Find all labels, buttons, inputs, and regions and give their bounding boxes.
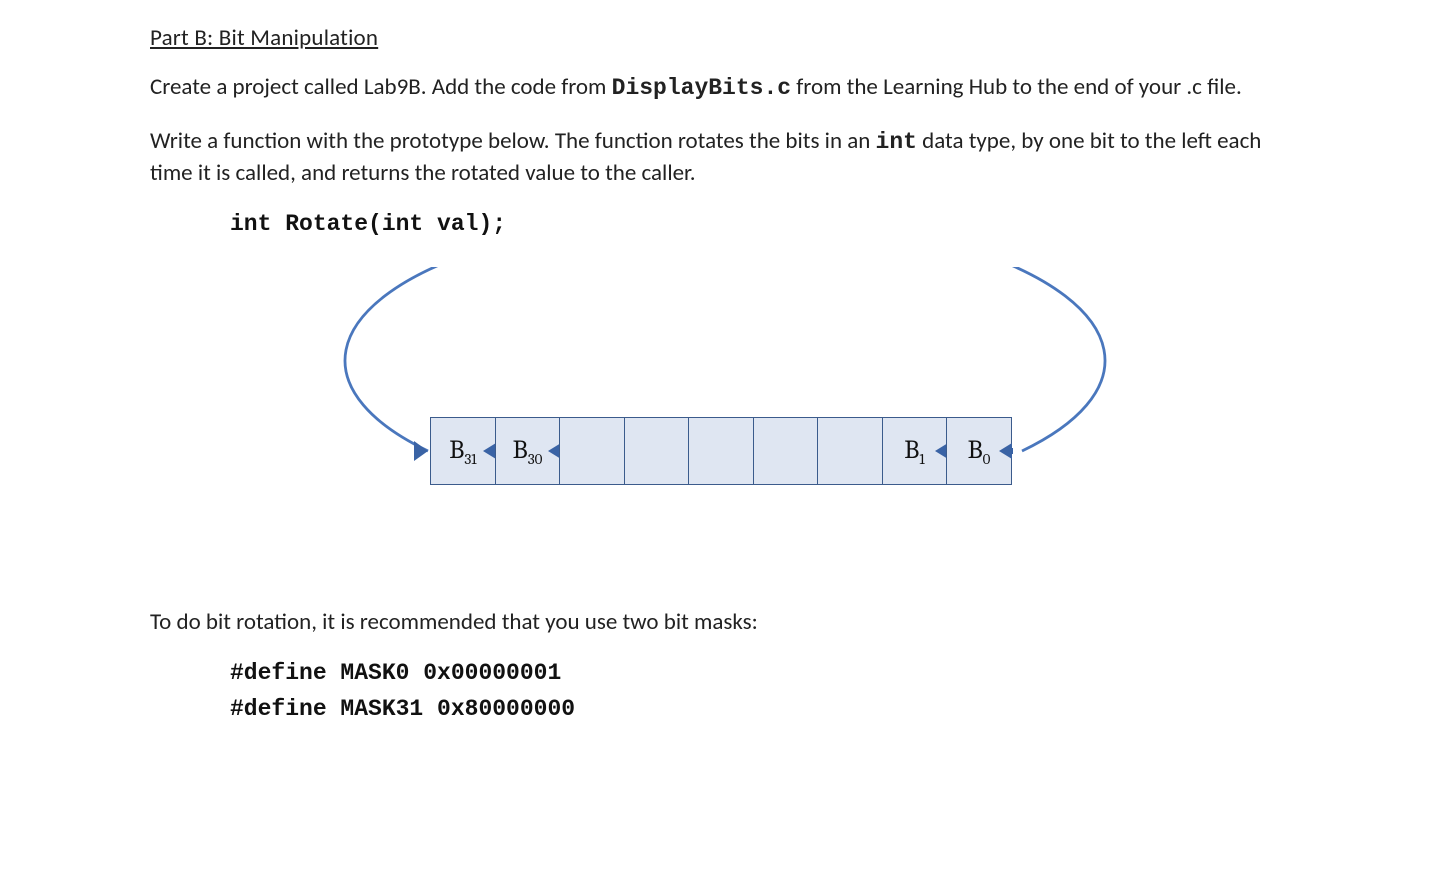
p2-text-a: Write a function with the prototype belo… <box>150 127 876 155</box>
p2-code-int: int <box>876 129 917 155</box>
document-page: Part B: Bit Manipulation Create a projec… <box>0 0 1440 722</box>
p1-text-a: Create a project called Lab9B. Add the c… <box>150 73 612 101</box>
p1-code-filename: DisplayBits.c <box>612 75 791 101</box>
left-arrow-icon <box>999 442 1013 460</box>
define-mask0: #define MASK0 0x00000001 <box>230 660 1290 686</box>
bit-label: B30 <box>513 435 543 468</box>
bit-label: B1 <box>904 435 925 468</box>
p1-text-b: from the Learning Hub to the end of your… <box>791 73 1242 101</box>
bit-cell-row: B31 B30 B1 B0 <box>430 417 1012 485</box>
function-prototype: int Rotate(int val); <box>230 211 1290 237</box>
section-heading: Part B: Bit Manipulation <box>150 24 1290 52</box>
paragraph-2: Write a function with the prototype belo… <box>150 126 1290 189</box>
bit-label: B0 <box>968 435 991 468</box>
bit-cell <box>753 417 819 485</box>
define-mask31: #define MASK31 0x80000000 <box>230 696 1290 722</box>
bit-cell: B30 <box>495 417 561 485</box>
bit-cell: B1 <box>882 417 948 485</box>
bit-label: B31 <box>449 435 476 468</box>
bit-cell: B31 <box>430 417 496 485</box>
bit-cell <box>559 417 625 485</box>
paragraph-1: Create a project called Lab9B. Add the c… <box>150 72 1290 104</box>
bit-cell <box>817 417 883 485</box>
bit-cell: B0 <box>946 417 1012 485</box>
paragraph-3: To do bit rotation, it is recommended th… <box>150 607 1290 638</box>
bit-cell <box>688 417 754 485</box>
bit-rotation-diagram: B31 B30 B1 B0 <box>230 267 1210 567</box>
bit-cell <box>624 417 690 485</box>
